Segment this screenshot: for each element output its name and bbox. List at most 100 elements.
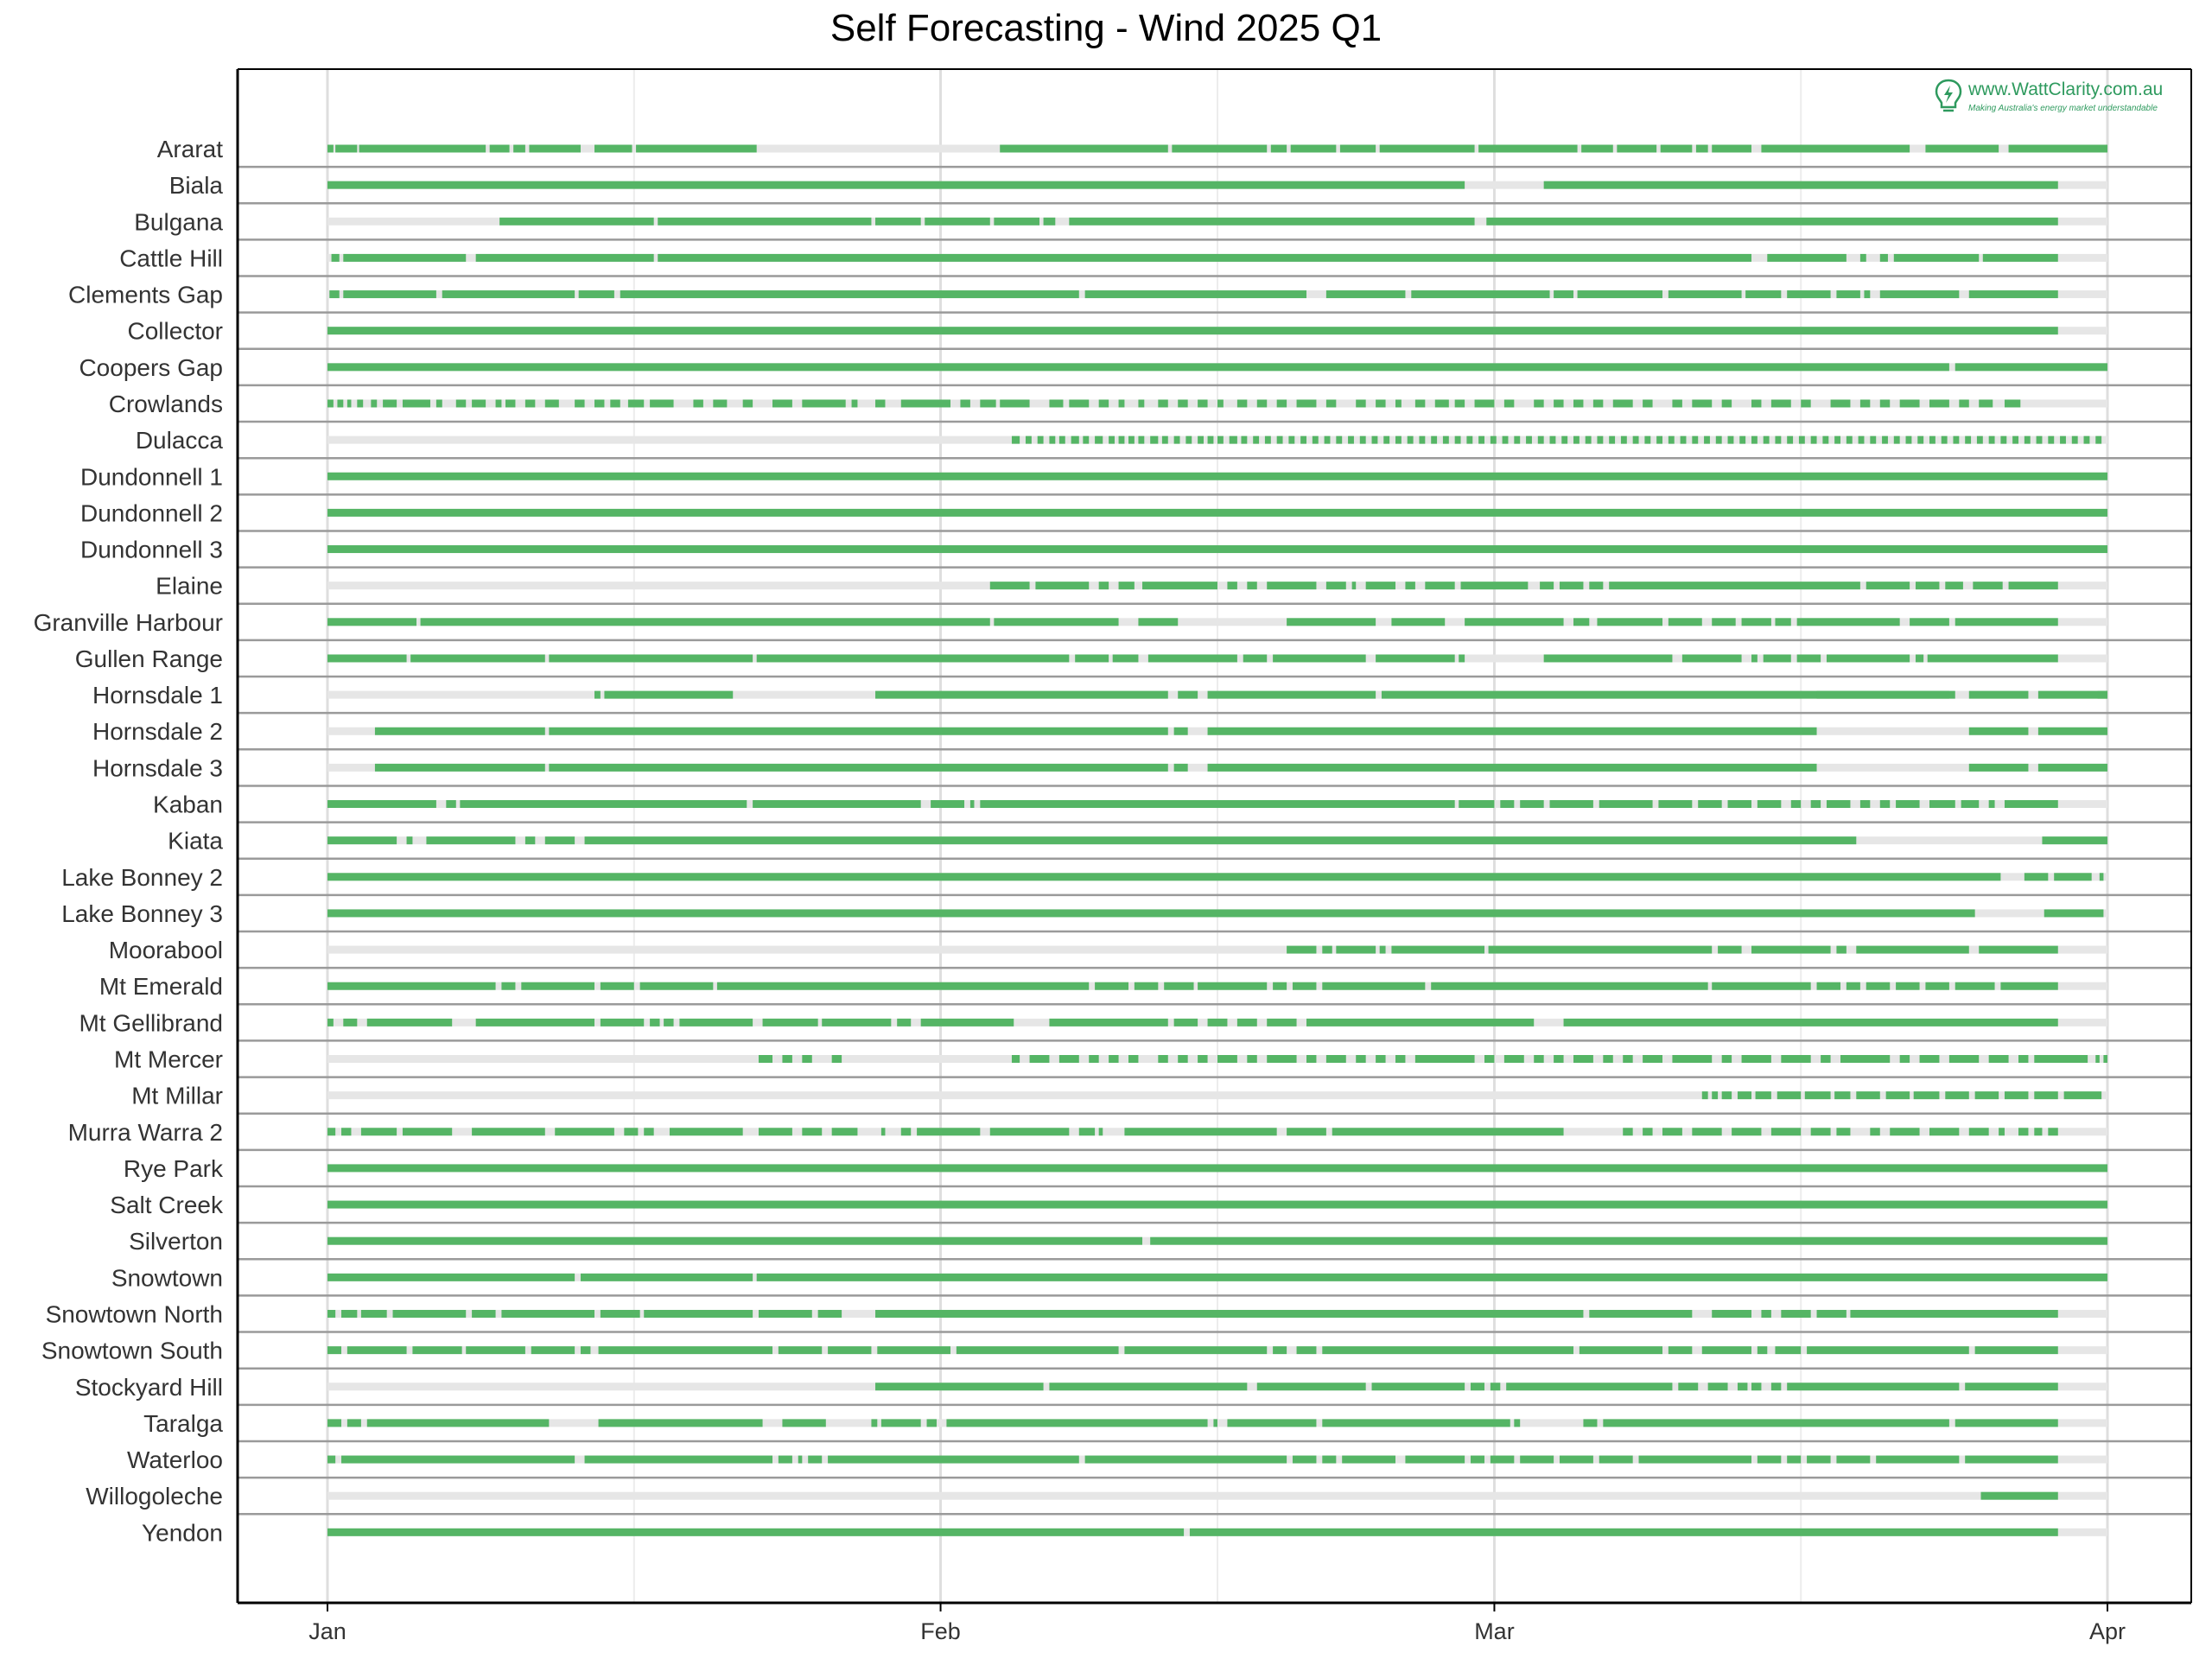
active-period-bar	[1379, 144, 1475, 153]
active-period-bar	[341, 1128, 352, 1136]
y-axis-label: Rye Park	[124, 1155, 224, 1182]
active-period-bar	[1712, 144, 1751, 153]
inactive-bar	[327, 945, 2107, 954]
y-axis-label: Lake Bonney 2	[61, 864, 223, 891]
active-period-bar	[1324, 435, 1331, 444]
active-period-bar	[475, 1018, 594, 1027]
active-period-bar	[1049, 435, 1056, 444]
active-period-bar	[327, 982, 496, 990]
active-period-bar	[1919, 1055, 1940, 1063]
active-period-bar	[1379, 945, 1386, 954]
active-period-bar	[1763, 435, 1770, 444]
active-period-bar	[817, 1309, 842, 1318]
active-period-bar	[1910, 618, 1949, 626]
active-period-bar	[402, 399, 431, 408]
active-period-bar	[1718, 945, 1742, 954]
active-period-bar	[1599, 1455, 1633, 1464]
active-period-bar	[1178, 399, 1188, 408]
active-period-bar	[466, 1346, 525, 1355]
active-period-bar	[1325, 290, 1406, 299]
active-period-bar	[524, 399, 536, 408]
active-period-bar	[1882, 435, 1888, 444]
active-period-bar	[1643, 1055, 1662, 1063]
active-period-bar	[1965, 1382, 2058, 1391]
active-period-bar	[1376, 654, 1455, 663]
active-period-bar	[1945, 582, 1963, 590]
active-period-bar	[1549, 435, 1556, 444]
active-period-bar	[1292, 982, 1317, 990]
active-period-bar	[531, 1346, 575, 1355]
active-period-bar	[2037, 690, 2107, 699]
active-period-bar	[1322, 1419, 1510, 1427]
active-period-bar	[1256, 1382, 1366, 1391]
active-period-bar	[1885, 1091, 1910, 1100]
active-period-bar	[594, 144, 632, 153]
active-period-bar	[383, 399, 397, 408]
active-period-bar	[1526, 435, 1532, 444]
active-period-bar	[627, 399, 645, 408]
active-period-bar	[1826, 800, 1851, 809]
active-period-bar	[1173, 435, 1180, 444]
active-period-bar	[1836, 1455, 1871, 1464]
active-period-bar	[1913, 1091, 1940, 1100]
active-period-bar	[1029, 1055, 1050, 1063]
active-period-bar	[1988, 1055, 2009, 1063]
y-axis-label: Dulacca	[136, 427, 224, 454]
active-period-bar	[346, 1419, 361, 1427]
active-period-bar	[1411, 290, 1550, 299]
active-period-bar	[1554, 290, 1573, 299]
active-period-bar	[2004, 399, 2021, 408]
active-period-bar	[2004, 800, 2058, 809]
active-period-bar	[1781, 1309, 1811, 1318]
y-axis-label: Dundonnell 1	[80, 463, 223, 490]
active-period-bar	[1810, 1128, 1831, 1136]
active-period-bar	[753, 800, 921, 809]
active-period-bar	[327, 1346, 342, 1355]
inactive-bar	[327, 1491, 2107, 1500]
active-period-bar	[1486, 217, 2058, 226]
active-period-bar	[1707, 1382, 1728, 1391]
active-period-bar	[343, 290, 436, 299]
active-period-bar	[1893, 435, 1900, 444]
active-period-bar	[669, 1128, 743, 1136]
grid-lines	[326, 69, 2109, 1603]
active-period-bar	[1109, 435, 1115, 444]
active-period-bar	[1520, 1455, 1554, 1464]
y-axis-label: Collector	[128, 318, 223, 345]
active-period-bar	[1876, 1455, 1960, 1464]
active-period-bar	[1620, 435, 1627, 444]
active-period-bar	[435, 399, 442, 408]
active-period-bar	[1698, 800, 1722, 809]
active-period-bar	[1577, 290, 1662, 299]
active-period-bar	[327, 1528, 1185, 1536]
active-period-bar	[549, 763, 1168, 772]
active-period-bar	[1058, 435, 1065, 444]
active-period-bar	[426, 836, 516, 845]
active-period-bar	[1751, 945, 1831, 954]
active-period-bar	[1810, 435, 1817, 444]
active-period-bar	[1592, 399, 1604, 408]
active-period-bar	[1638, 1455, 1751, 1464]
active-period-bar	[2034, 1055, 2088, 1063]
active-period-bar	[1112, 654, 1139, 663]
active-period-bar	[1955, 982, 1995, 990]
active-period-bar	[1273, 1346, 1287, 1355]
active-period-bar	[1662, 1128, 1682, 1136]
active-period-bar	[1953, 435, 1960, 444]
active-period-bar	[1540, 582, 1554, 590]
active-period-bar	[600, 982, 634, 990]
active-period-bar	[327, 508, 2107, 517]
active-period-bar	[2034, 1091, 2058, 1100]
active-period-bar	[346, 399, 352, 408]
active-period-bar	[2060, 435, 2066, 444]
active-period-bar	[327, 1236, 1143, 1245]
active-period-bar	[1011, 1055, 1020, 1063]
active-period-bar	[1405, 1455, 1465, 1464]
active-period-bar	[1982, 253, 2058, 262]
active-period-bar	[327, 1419, 342, 1427]
active-period-bar	[2018, 1128, 2029, 1136]
active-period-bar	[1207, 1018, 1228, 1027]
active-period-bar	[1727, 800, 1751, 809]
active-period-bar	[1365, 582, 1395, 590]
active-period-bar	[1217, 399, 1224, 408]
